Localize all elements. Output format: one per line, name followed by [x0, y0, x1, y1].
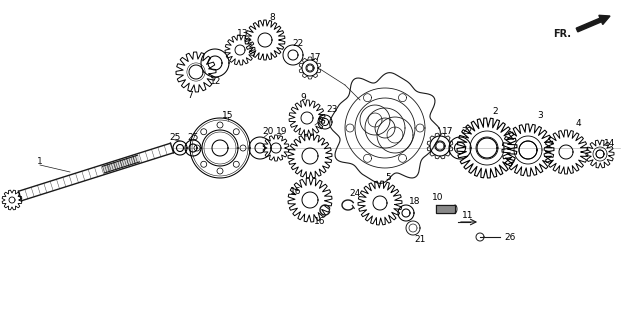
- Text: 22: 22: [292, 39, 303, 48]
- Text: 12: 12: [211, 77, 221, 86]
- Text: 18: 18: [409, 197, 420, 207]
- Text: 2: 2: [492, 108, 498, 117]
- Text: 26: 26: [504, 233, 516, 242]
- Text: FR.: FR.: [553, 29, 571, 39]
- Text: 5: 5: [385, 174, 391, 183]
- Text: 8: 8: [269, 13, 275, 22]
- Text: 21: 21: [414, 235, 426, 244]
- Text: 1: 1: [37, 157, 43, 166]
- Text: 15: 15: [222, 110, 234, 119]
- Text: 25: 25: [170, 133, 180, 142]
- Text: 3: 3: [537, 112, 543, 120]
- Polygon shape: [436, 205, 455, 213]
- Text: 4: 4: [575, 119, 581, 128]
- Text: 24: 24: [349, 189, 360, 198]
- Text: 16: 16: [291, 188, 301, 197]
- Text: 23: 23: [326, 105, 338, 114]
- Text: 19: 19: [276, 128, 288, 137]
- Text: 20: 20: [262, 128, 274, 137]
- Text: 7: 7: [187, 91, 193, 100]
- Text: 17: 17: [310, 53, 322, 62]
- Polygon shape: [102, 155, 140, 173]
- Text: 16: 16: [314, 217, 326, 226]
- Text: 6: 6: [317, 114, 323, 123]
- Text: 10: 10: [432, 193, 444, 202]
- FancyArrow shape: [576, 15, 610, 32]
- Text: 9: 9: [300, 92, 306, 101]
- Text: 14: 14: [604, 140, 616, 148]
- Text: 17: 17: [442, 128, 454, 137]
- Text: 22: 22: [461, 128, 472, 137]
- Text: 11: 11: [462, 211, 474, 220]
- Text: 13: 13: [237, 29, 249, 38]
- Text: 25: 25: [188, 133, 198, 142]
